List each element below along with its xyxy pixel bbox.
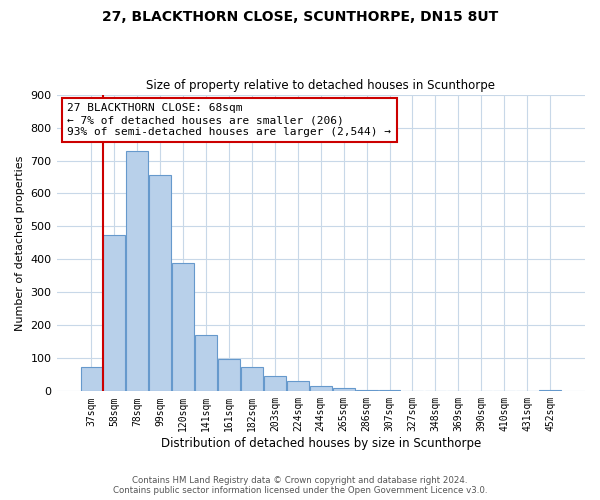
Bar [539,390,561,392]
Title: Size of property relative to detached houses in Scunthorpe: Size of property relative to detached ho… [146,79,495,92]
Bar [127,150,148,392]
Text: 27, BLACKTHORN CLOSE, SCUNTHORPE, DN15 8UT: 27, BLACKTHORN CLOSE, SCUNTHORPE, DN15 8… [102,10,498,24]
Bar [218,360,240,392]
Bar [195,336,217,392]
Bar [241,366,263,392]
Text: Contains HM Land Registry data © Crown copyright and database right 2024.
Contai: Contains HM Land Registry data © Crown c… [113,476,487,495]
X-axis label: Distribution of detached houses by size in Scunthorpe: Distribution of detached houses by size … [161,437,481,450]
Bar [264,376,286,392]
Bar [287,381,309,392]
Bar [401,390,424,392]
Y-axis label: Number of detached properties: Number of detached properties [15,156,25,330]
Bar [333,388,355,392]
Bar [172,262,194,392]
Bar [80,366,103,392]
Bar [356,390,377,392]
Bar [149,176,171,392]
Bar [379,390,400,392]
Bar [103,234,125,392]
Bar [310,386,332,392]
Text: 27 BLACKTHORN CLOSE: 68sqm
← 7% of detached houses are smaller (206)
93% of semi: 27 BLACKTHORN CLOSE: 68sqm ← 7% of detac… [67,104,391,136]
